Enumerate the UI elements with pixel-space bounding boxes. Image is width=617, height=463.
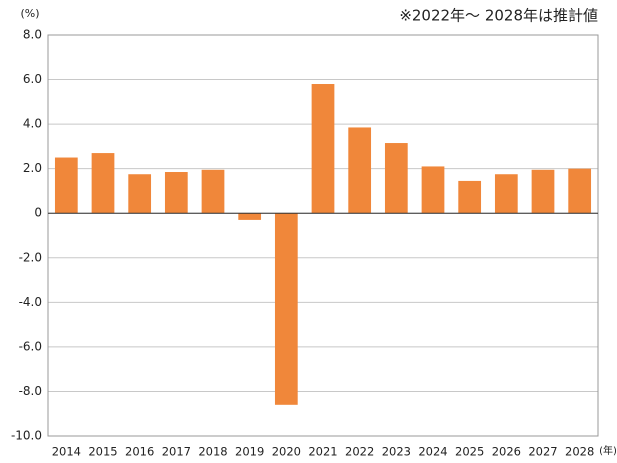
x-tick-label: 2019	[235, 445, 264, 459]
x-tick-label: 2014	[52, 445, 81, 459]
bar	[384, 143, 408, 214]
bar	[494, 174, 518, 214]
annotation: ※2022年～ 2028年は推計値	[399, 7, 598, 25]
bar	[531, 169, 555, 214]
x-tick-label: 2025	[455, 445, 484, 459]
x-unit-label: (年)	[599, 444, 617, 457]
x-tick-label: 2017	[162, 445, 191, 459]
x-tick-label: 2015	[88, 445, 117, 459]
y-tick-label: -8.0	[19, 384, 42, 398]
y-tick-label: 0	[34, 206, 42, 220]
bar	[274, 213, 298, 405]
y-tick-label: -4.0	[19, 295, 42, 309]
x-tick-label: 2024	[418, 445, 447, 459]
plot-frame	[47, 34, 599, 437]
bar	[348, 127, 372, 214]
bar	[201, 169, 225, 214]
x-tick-label: 2016	[125, 445, 154, 459]
bar	[568, 168, 592, 214]
bar	[311, 84, 335, 214]
y-tick-label: 2.0	[23, 161, 42, 175]
x-tick-label: 2023	[382, 445, 411, 459]
x-tick-label: 2021	[308, 445, 337, 459]
x-tick-label: 2022	[345, 445, 374, 459]
y-tick-label: 8.0	[23, 28, 42, 42]
y-tick-label: 4.0	[23, 117, 42, 131]
bar	[458, 180, 482, 214]
x-tick-label: 2026	[492, 445, 521, 459]
bar	[238, 213, 262, 220]
x-tick-label: 2018	[198, 445, 227, 459]
bar	[128, 174, 152, 214]
bar	[164, 172, 188, 214]
bar	[91, 153, 115, 214]
x-tick-label: 2020	[272, 445, 301, 459]
x-tick-label: 2028	[565, 445, 594, 459]
y-tick-label: 6.0	[23, 72, 42, 86]
bar	[54, 157, 78, 214]
y-tick-label: -10.0	[11, 429, 42, 443]
x-tick-label: 2027	[528, 445, 557, 459]
y-tick-label: -2.0	[19, 250, 42, 264]
y-unit-label: (%)	[20, 7, 39, 20]
bar	[421, 166, 445, 214]
y-tick-label: -6.0	[19, 339, 42, 353]
